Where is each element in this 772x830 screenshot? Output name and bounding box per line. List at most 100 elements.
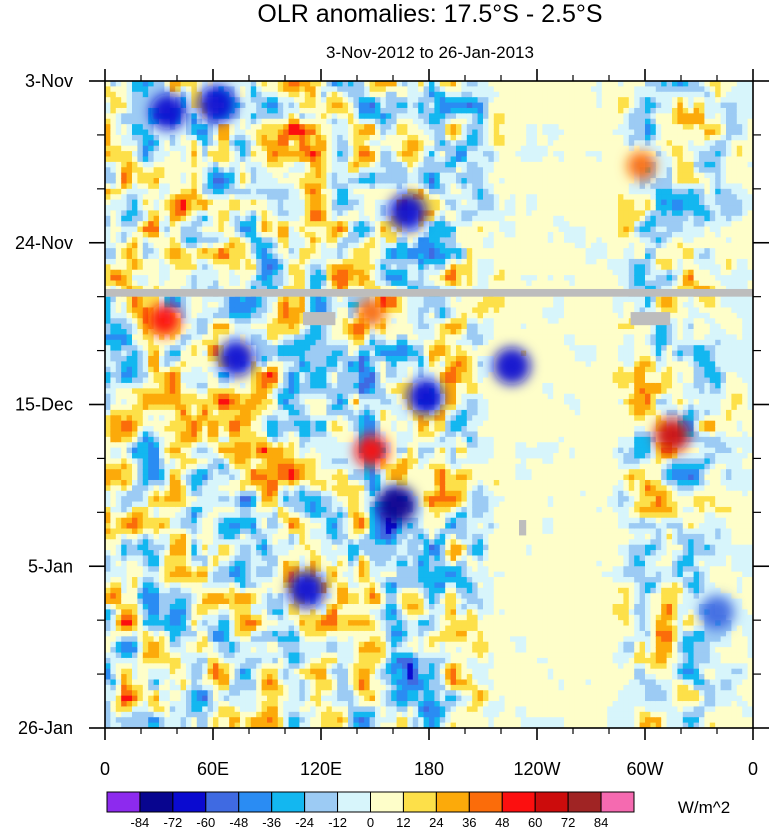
field-cell: [326, 188, 333, 195]
field-cell: [261, 641, 268, 648]
field-cell: [304, 242, 311, 249]
field-cell: [115, 647, 122, 654]
field-cell: [288, 205, 295, 211]
field-cell: [148, 474, 155, 481]
field-cell: [196, 231, 203, 238]
field-cell: [315, 496, 322, 503]
field-cell: [153, 447, 160, 454]
field-cell: [234, 188, 241, 195]
field-cell: [207, 647, 214, 654]
field-cell: [137, 598, 144, 605]
field-cell: [126, 334, 133, 341]
field-cell: [245, 652, 252, 659]
field-cell: [137, 393, 144, 400]
field-cell: [191, 183, 198, 190]
field-cell: [126, 366, 133, 373]
field-cell: [105, 674, 111, 681]
field-cell: [250, 485, 257, 492]
field-cell: [180, 469, 187, 476]
field-cell: [110, 415, 117, 422]
field-cell: [321, 625, 327, 632]
field-cell: [175, 566, 182, 573]
field-cell: [304, 393, 311, 400]
field-cell: [175, 706, 182, 713]
field-cell: [126, 156, 133, 163]
field-cell: [115, 620, 122, 627]
field-cell: [304, 372, 311, 379]
field-cell: [229, 485, 236, 492]
field-cell: [142, 523, 149, 530]
field-cell: [315, 134, 322, 141]
field-cell: [256, 183, 263, 190]
field-cell: [202, 641, 209, 648]
field-cell: [121, 134, 128, 141]
field-cell: [132, 382, 138, 389]
field-cell: [180, 587, 187, 594]
field-cell: [223, 501, 230, 508]
field-cell: [180, 161, 187, 168]
field-cell: [310, 339, 317, 346]
field-cell: [121, 577, 128, 584]
field-cell: [321, 701, 327, 708]
field-cell: [115, 161, 122, 168]
field-cell: [267, 555, 273, 562]
field-cell: [202, 129, 209, 136]
field-cell: [240, 442, 246, 449]
field-cell: [213, 657, 219, 664]
field-cell: [207, 544, 214, 551]
field-cell: [261, 307, 268, 314]
field-cell: [326, 285, 333, 292]
field-cell: [110, 167, 117, 174]
field-cell: [110, 221, 117, 228]
field-cell: [321, 469, 327, 476]
field-cell: [115, 447, 122, 454]
field-cell: [256, 420, 263, 427]
field-cell: [169, 205, 176, 211]
field-cell: [267, 426, 273, 433]
field-cell: [180, 118, 187, 125]
field-cell: [169, 625, 176, 632]
field-cell: [137, 722, 144, 728]
field-cell: [148, 593, 155, 600]
field-cell: [142, 183, 149, 190]
field-cell: [267, 663, 273, 670]
field-cell: [261, 458, 268, 465]
field-cell: [207, 479, 214, 486]
field-cell: [299, 215, 306, 222]
field-cell: [261, 674, 268, 681]
field-cell: [283, 496, 290, 503]
field-cell: [277, 312, 284, 319]
field-cell: [315, 113, 322, 120]
field-cell: [256, 339, 263, 346]
field-cell: [277, 113, 284, 120]
field-cell: [115, 431, 122, 438]
field-cell: [186, 199, 192, 206]
field-cell: [283, 102, 290, 109]
field-cell: [148, 231, 155, 238]
field-cell: [126, 102, 133, 109]
field-cell: [207, 188, 214, 195]
field-cell: [186, 302, 192, 309]
field-cell: [180, 679, 187, 686]
field-cell: [164, 258, 171, 265]
field-cell: [175, 636, 182, 643]
field-cell: [310, 625, 317, 632]
field-cell: [234, 215, 241, 222]
field-cell: [240, 630, 246, 637]
field-cell: [153, 706, 160, 713]
field-cell: [159, 178, 165, 185]
field-cell: [169, 501, 176, 508]
field-cell: [132, 355, 138, 362]
field-cell: [213, 345, 219, 352]
field-cell: [105, 81, 111, 87]
field-cell: [196, 372, 203, 379]
field-cell: [153, 210, 160, 217]
field-cell: [315, 409, 322, 416]
field-cell: [229, 722, 236, 728]
field-cell: [137, 442, 144, 449]
field-cell: [137, 469, 144, 476]
field-cell: [137, 231, 144, 238]
field-cell: [164, 717, 171, 724]
field-cell: [142, 722, 149, 728]
field-cell: [261, 496, 268, 503]
